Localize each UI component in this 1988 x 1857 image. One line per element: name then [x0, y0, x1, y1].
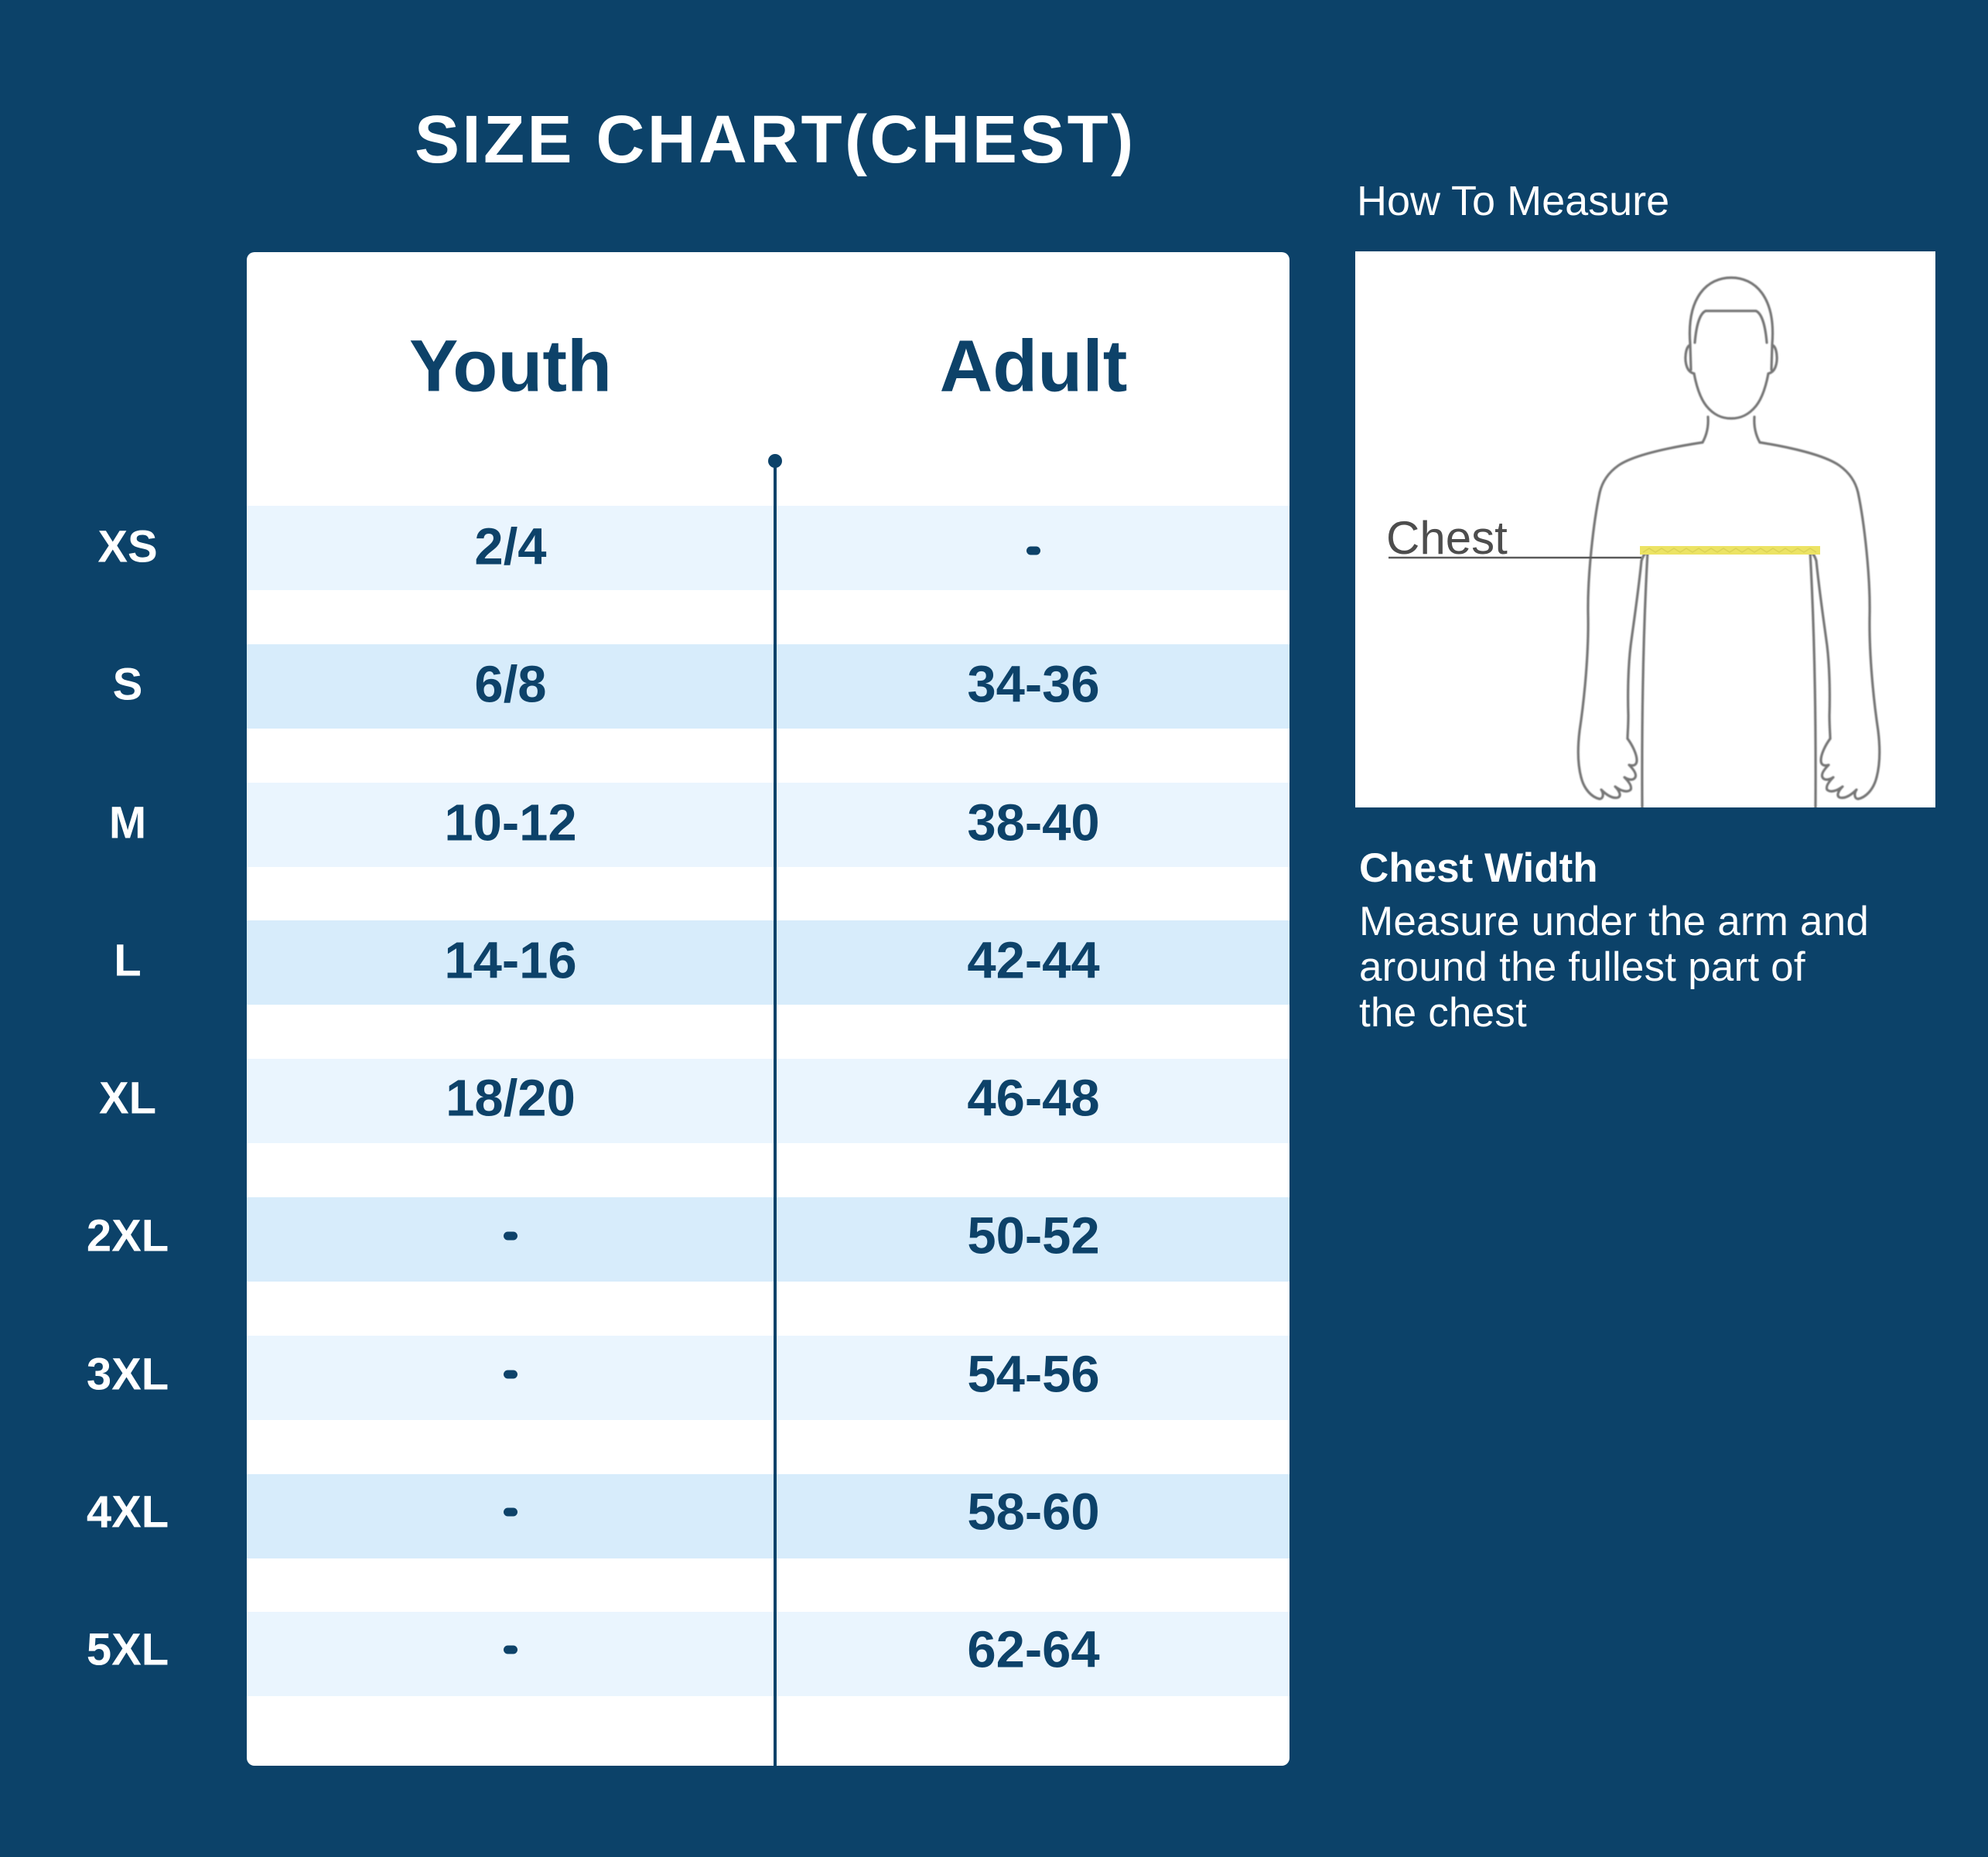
- svg-text:Chest: Chest: [1386, 512, 1508, 564]
